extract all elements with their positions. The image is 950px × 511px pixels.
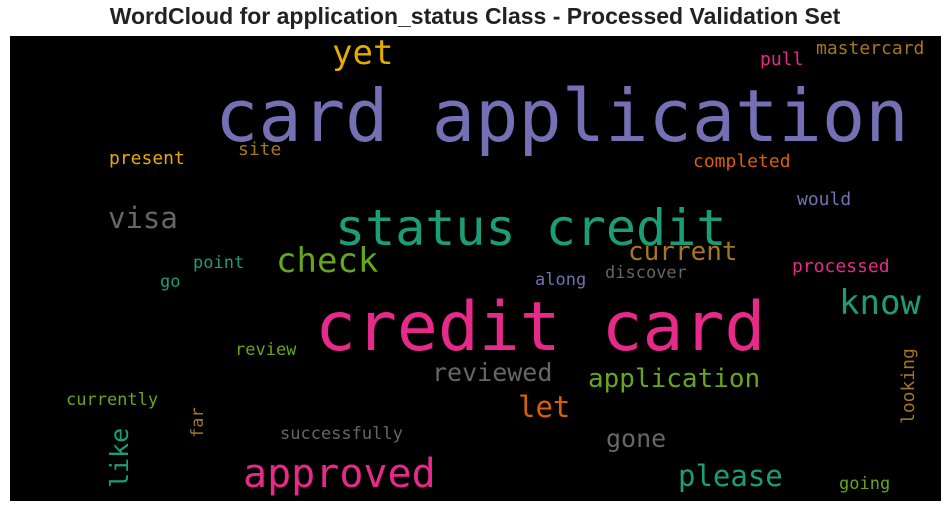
word-approved: approved [243, 451, 436, 497]
word-successfully: successfully [280, 424, 403, 444]
word-check: check [276, 241, 379, 281]
word-present: present [109, 148, 185, 169]
word-processed: processed [792, 256, 890, 277]
word-currently: currently [66, 390, 159, 410]
wordcloud-canvas: card application credit card status credit… [10, 36, 941, 501]
word-visa: visa [108, 201, 178, 235]
word-point: point [193, 253, 245, 273]
word-please: please [678, 459, 783, 493]
word-application: application [588, 364, 761, 394]
word-current: current [628, 237, 738, 267]
word-would: would [797, 189, 852, 210]
word-know: know [839, 283, 921, 323]
chart-title: WordCloud for application_status Class -… [109, 3, 841, 29]
word-yet: yet [332, 36, 394, 73]
word-completed: completed [693, 151, 791, 172]
word-pull: pull [760, 49, 804, 70]
word-gone: gone [606, 424, 667, 453]
word-along: along [535, 270, 587, 290]
word-reviewed: reviewed [432, 358, 553, 387]
word-card-application: card application [215, 74, 909, 158]
word-looking: looking [898, 348, 919, 424]
word-site: site [238, 139, 282, 160]
word-mastercard: mastercard [816, 38, 925, 59]
word-go: go [160, 272, 181, 292]
word-going: going [839, 474, 891, 494]
word-like: like [105, 427, 134, 488]
word-status-credit: status credit [335, 199, 727, 257]
word-review: review [235, 340, 297, 360]
word-far: far [188, 407, 208, 438]
word-let: let [518, 390, 571, 424]
word-discover: discover [605, 263, 687, 283]
word-credit-card: credit card [315, 288, 766, 367]
